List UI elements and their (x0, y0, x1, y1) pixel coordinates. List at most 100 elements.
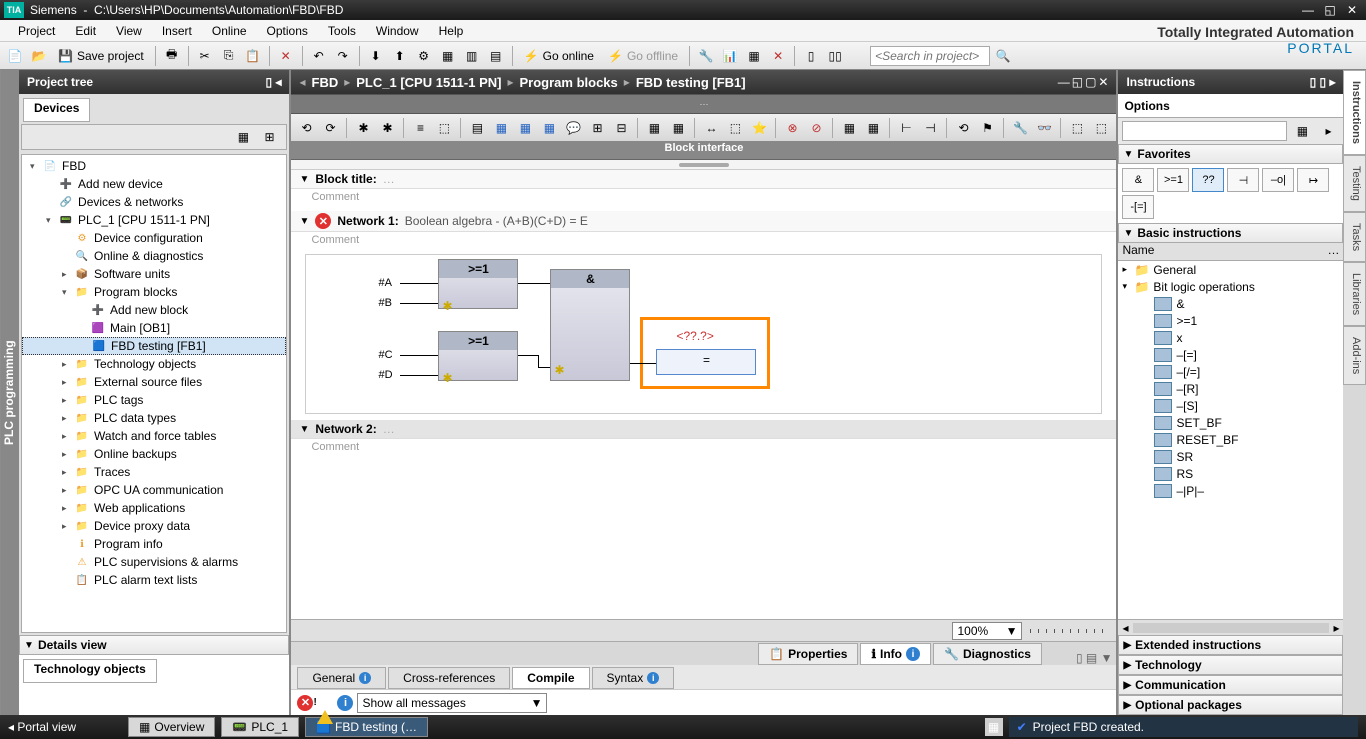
fav-coil[interactable]: –o| (1262, 168, 1294, 192)
instructions-search-input[interactable] (1122, 121, 1287, 141)
diagnostics-tab[interactable]: 🔧 Diagnostics (933, 643, 1042, 665)
et-13[interactable]: ⊟ (610, 117, 632, 139)
fav-empty[interactable]: ?? (1192, 168, 1224, 192)
sb-plc-tab[interactable]: 📟 PLC_1 (221, 717, 299, 737)
tree-item[interactable]: 🟪Main [OB1] (22, 319, 286, 337)
menu-options[interactable]: Options (257, 24, 318, 38)
hscroll-right[interactable]: ▸ (1333, 621, 1339, 635)
tree-item[interactable]: 🟦FBD testing [FB1] (22, 337, 286, 355)
syntax-subtab[interactable]: Syntax i (592, 667, 675, 689)
fav-not[interactable]: ⊣ (1227, 168, 1259, 192)
vtab-testing[interactable]: Testing (1343, 155, 1366, 212)
et-24[interactable]: ⊣ (919, 117, 941, 139)
tree-item[interactable]: ▾📄FBD (22, 157, 286, 175)
et-28[interactable]: 👓 (1033, 117, 1055, 139)
basic-instr-expander[interactable]: ▼Basic instructions (1118, 223, 1343, 243)
tree-item[interactable]: ➕Add new device (22, 175, 286, 193)
general-subtab[interactable]: General i (297, 667, 386, 689)
et-27[interactable]: 🔧 (1009, 117, 1031, 139)
vtab-instructions[interactable]: Instructions (1343, 70, 1366, 155)
sb-overview-tab[interactable]: ▦ Overview (128, 717, 215, 737)
et-16[interactable]: ↔ (700, 117, 722, 139)
instruction-item[interactable]: SR (1118, 448, 1343, 465)
tb-btn-1[interactable]: ▦ (437, 45, 459, 67)
crumb-0[interactable]: FBD (312, 75, 339, 90)
editor-min-button[interactable]: — (1058, 75, 1070, 89)
tree-item[interactable]: ➕Add new block (22, 301, 286, 319)
et-30[interactable]: ⬚ (1090, 117, 1112, 139)
block-interface-bar[interactable]: Block interface (291, 142, 1116, 160)
info-tab[interactable]: ℹ Info i (860, 643, 931, 665)
properties-tab[interactable]: 📋 Properties (758, 643, 858, 665)
tb-btn-4[interactable]: 🔧 (695, 45, 717, 67)
tree-item[interactable]: ▸📁OPC UA communication (22, 481, 286, 499)
tree-item[interactable]: 📋PLC alarm text lists (22, 571, 286, 589)
fbd-canvas[interactable]: >=1 >=1 & <??.?> = #A #B #C #D (305, 254, 1102, 414)
tree-item[interactable]: ▾📟PLC_1 [CPU 1511-1 PN] (22, 211, 286, 229)
status-icon[interactable]: ▦ (985, 718, 1003, 736)
fav-branch[interactable]: ↦ (1297, 168, 1329, 192)
instr-expand-btn[interactable]: ▸ (1317, 120, 1339, 142)
menu-edit[interactable]: Edit (65, 24, 106, 38)
instruction-item[interactable]: RS (1118, 465, 1343, 482)
tb-btn-6[interactable]: ▦ (743, 45, 765, 67)
go-offline-button[interactable]: ⚡ Go offline (602, 45, 684, 67)
tree-item[interactable]: ▸📁Web applications (22, 499, 286, 517)
fbd-input-a[interactable]: #A (378, 277, 391, 289)
crumb-1[interactable]: PLC_1 [CPU 1511-1 PN] (356, 75, 501, 90)
instruction-item[interactable]: –[/=] (1118, 363, 1343, 380)
tree-item[interactable]: ▸📁Watch and force tables (22, 427, 286, 445)
instruction-item[interactable]: x (1118, 329, 1343, 346)
et-5[interactable]: ≡ (409, 117, 431, 139)
tree-view-button[interactable]: ▦ (232, 126, 254, 148)
opt-pkg-expander[interactable]: ▶Optional packages (1118, 695, 1343, 715)
tech-objects-tab[interactable]: Technology objects (23, 659, 157, 683)
filter-info-icon[interactable]: i (337, 695, 353, 711)
et-12[interactable]: ⊞ (586, 117, 608, 139)
vtab-libraries[interactable]: Libraries (1343, 262, 1366, 326)
et-18[interactable]: ⭐ (748, 117, 770, 139)
menu-help[interactable]: Help (429, 24, 474, 38)
tree-item[interactable]: ⚠PLC supervisions & alarms (22, 553, 286, 571)
menu-tools[interactable]: Tools (318, 24, 366, 38)
et-1[interactable]: ⟲ (295, 117, 317, 139)
et-26[interactable]: ⚑ (976, 117, 998, 139)
et-19[interactable]: ⊗ (781, 117, 803, 139)
et-22[interactable]: ▦ (862, 117, 884, 139)
print-button[interactable]: 🖶 (161, 45, 183, 67)
close-button[interactable]: ✕ (1342, 3, 1362, 17)
tb-btn-7[interactable]: ✕ (767, 45, 789, 67)
fbd-input-d[interactable]: #D (378, 369, 392, 381)
net2-comment[interactable]: Comment (291, 439, 1116, 455)
comm-expander[interactable]: ▶Communication (1118, 675, 1343, 695)
editor-max-button[interactable]: ▢ (1085, 75, 1096, 89)
copy-button[interactable]: ⎘ (218, 45, 240, 67)
instruction-list[interactable]: ▸📁General▾📁Bit logic operations&>=1x–[=]… (1118, 261, 1343, 619)
et-17[interactable]: ⬚ (724, 117, 746, 139)
cross-ref-subtab[interactable]: Cross-references (388, 667, 510, 689)
editor-collapse-top[interactable]: ⋯ (291, 94, 1116, 114)
options-bar[interactable]: Options (1118, 94, 1343, 118)
fav-and[interactable]: & (1122, 168, 1154, 192)
ext-instr-expander[interactable]: ▶Extended instructions (1118, 635, 1343, 655)
search-button[interactable]: 🔍 (992, 45, 1014, 67)
editor-restore-button[interactable]: ◱ (1072, 75, 1083, 89)
tree-item[interactable]: ▸📁PLC data types (22, 409, 286, 427)
cut-button[interactable]: ✂ (194, 45, 216, 67)
filter-warn-icon[interactable]: ! (317, 696, 333, 710)
tree-item[interactable]: ▸📦Software units (22, 265, 286, 283)
et-29[interactable]: ⬚ (1066, 117, 1088, 139)
fbd-assign-block[interactable]: = (656, 349, 756, 375)
maximize-button[interactable]: ◱ (1320, 3, 1340, 17)
menu-online[interactable]: Online (202, 24, 257, 38)
tb-btn-9[interactable]: ▯▯ (824, 45, 846, 67)
favorites-expander[interactable]: ▼Favorites (1118, 144, 1343, 164)
instruction-item[interactable]: & (1118, 295, 1343, 312)
new-project-button[interactable]: 📄 (4, 45, 26, 67)
menu-insert[interactable]: Insert (152, 24, 202, 38)
net1-comment[interactable]: Comment (291, 232, 1116, 248)
et-3[interactable]: ✱ (352, 117, 374, 139)
tree-item[interactable]: 🔍Online & diagnostics (22, 247, 286, 265)
tree-item[interactable]: 🔗Devices & networks (22, 193, 286, 211)
fav-assign[interactable]: -[=] (1122, 195, 1154, 219)
